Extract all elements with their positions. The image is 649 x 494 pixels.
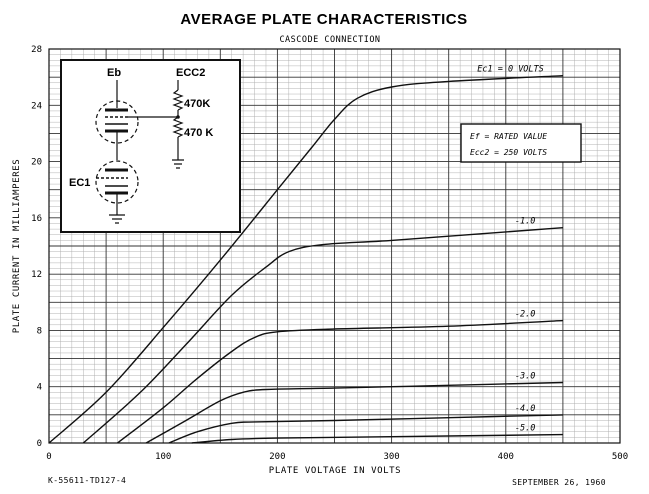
y-tick-label: 28 — [31, 45, 42, 55]
ec1-label: EC1 — [69, 177, 90, 189]
operating-conditions-box: Ef = RATED VALUE Ecc2 = 250 VOLTS — [460, 123, 582, 163]
plate-current-curve — [48, 75, 563, 444]
x-axis-label: PLATE VOLTAGE IN VOLTS — [269, 466, 401, 476]
ecc2-label: ECC2 — [176, 67, 205, 79]
chart-title: AVERAGE PLATE CHARACTERISTICS — [180, 11, 467, 28]
curve-label: -1.0 — [515, 217, 535, 227]
resistor-icon — [172, 89, 184, 111]
curve-label: Ec1 = 0 VOLTS — [477, 65, 544, 75]
y-tick-labels: 0 4 8 12 16 20 24 28 — [31, 45, 42, 449]
curve-label: -4.0 — [515, 404, 535, 414]
plate-current-curve — [191, 433, 563, 444]
y-tick-label: 24 — [31, 101, 42, 111]
x-tick-label: 500 — [612, 452, 628, 462]
plate-current-curve — [168, 414, 563, 444]
x-tick-label: 400 — [498, 452, 514, 462]
x-tick-label: 0 — [46, 452, 51, 462]
r2-label: 470 K — [184, 127, 213, 139]
plate-current-curve — [145, 381, 563, 444]
r1-label: 470K — [184, 98, 210, 110]
curve-label: -2.0 — [515, 310, 535, 320]
y-tick-label: 16 — [31, 214, 42, 224]
y-tick-label: 12 — [31, 270, 42, 280]
cascode-schematic: Eb EC1 ECC2 470K 470 K — [60, 59, 241, 233]
y-tick-label: 8 — [37, 326, 42, 336]
plot-frame — [48, 48, 621, 444]
plate-current-curve — [82, 227, 563, 444]
curve-label: -5.0 — [515, 424, 535, 434]
curve-label: -3.0 — [515, 371, 535, 381]
y-tick-label: 0 — [37, 439, 42, 449]
y-axis-label: PLATE CURRENT IN MILLIAMPERES — [12, 159, 22, 334]
plate-current-curve — [117, 319, 563, 444]
ground-icon — [109, 214, 125, 224]
plate-current-curves — [48, 75, 563, 444]
curve-labels: Ec1 = 0 VOLTS -1.0 -2.0 -3.0 -4.0 -5.0 — [477, 65, 544, 434]
y-tick-label: 20 — [31, 158, 42, 168]
ground-icon — [172, 159, 184, 169]
x-tick-label: 300 — [383, 452, 399, 462]
x-tick-label: 100 — [155, 452, 171, 462]
lower-tube-icon — [95, 160, 139, 204]
x-tick-label: 200 — [269, 452, 285, 462]
resistor-icon — [172, 116, 184, 138]
chart-subtitle: CASCODE CONNECTION — [279, 35, 380, 45]
note-line-2: Ecc2 = 250 VOLTS — [470, 148, 547, 157]
chart-date: SEPTEMBER 26, 1960 — [512, 478, 606, 487]
eb-label: Eb — [107, 67, 121, 79]
catalog-number: K-55611-TD127-4 — [48, 476, 126, 485]
y-tick-label: 4 — [37, 383, 42, 393]
x-tick-labels: 0 100 200 300 400 500 — [46, 452, 628, 462]
note-line-1: Ef = RATED VALUE — [470, 132, 547, 141]
